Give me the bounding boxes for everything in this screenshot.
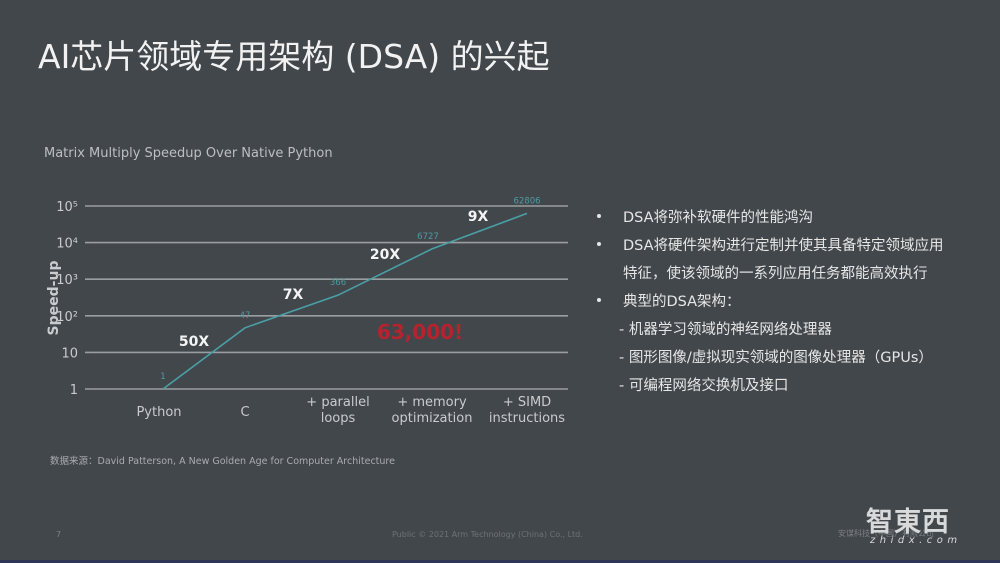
copyright: Public © 2021 Arm Technology (China) Co.… xyxy=(392,530,583,539)
bullet-dot-icon xyxy=(597,214,601,218)
data-label: 62806 xyxy=(513,196,540,206)
watermark-main: 智東西 xyxy=(866,507,950,538)
bullet-text: - 图形图像/虚拟现实领域的图像处理器（GPUs） xyxy=(619,350,933,366)
x-category-label: loops xyxy=(321,411,356,426)
bullet-item: DSA将硬件架构进行定制并使其具备特定领域应用 xyxy=(597,234,944,255)
watermark-sub: zhidx.com xyxy=(870,535,962,546)
step-annotation: 9X xyxy=(468,209,489,225)
y-tick-label: 10 xyxy=(61,346,78,361)
sub-bullet-item: - 机器学习领域的神经网络处理器 xyxy=(597,318,832,339)
step-annotation: 50X xyxy=(179,334,209,350)
sub-bullet-item: - 图形图像/虚拟现实领域的图像处理器（GPUs） xyxy=(597,346,933,367)
data-labels: 1 47 366 6727 62806 xyxy=(160,196,540,382)
x-category-label: Python xyxy=(136,405,181,420)
x-category-label: optimization xyxy=(392,411,473,426)
data-label: 366 xyxy=(330,278,346,288)
bottom-bar xyxy=(0,560,1000,563)
y-axis-ticks: 1 10 10² 10³ 10⁴ 10⁵ xyxy=(56,200,78,398)
bullet-text: 特征，使该领域的一系列应用任务都能高效执行 xyxy=(623,266,928,282)
bullet-text: DSA将硬件架构进行定制并使其具备特定领域应用 xyxy=(623,238,944,254)
y-tick-label: 1 xyxy=(70,383,78,398)
x-category-label: + memory xyxy=(397,395,467,410)
data-label: 1 xyxy=(160,372,165,382)
data-source: 数据来源：David Patterson, A New Golden Age f… xyxy=(50,456,395,467)
highlight-63000: 63,000! xyxy=(377,320,463,344)
chart-title: Matrix Multiply Speedup Over Native Pyth… xyxy=(44,146,333,161)
sub-bullet-item: - 可编程网络交换机及接口 xyxy=(597,374,788,395)
bullet-dot-icon xyxy=(597,242,601,246)
x-category-label: + parallel xyxy=(306,395,369,410)
speedup-line xyxy=(162,212,528,390)
y-axis-label: Speed-up xyxy=(46,261,62,336)
y-tick-label: 10³ xyxy=(56,273,78,288)
bullet-item: 典型的DSA架构： xyxy=(597,290,741,311)
footer-company: 安谋科技（中国）有限公司 xyxy=(838,529,934,538)
data-label: 6727 xyxy=(417,232,439,242)
bullet-text: 典型的DSA架构： xyxy=(623,294,741,310)
gridlines xyxy=(85,205,568,390)
x-category-label: C xyxy=(240,405,249,420)
speedup-chart: 1 10 10² 10³ 10⁴ 10⁵ Speed-up 1 47 366 6727 62806… xyxy=(46,196,568,426)
bullet-text: DSA将弥补软硬件的性能鸿沟 xyxy=(623,210,814,226)
step-annotations: 50X 7X 20X 9X xyxy=(179,209,489,350)
x-category-label: instructions xyxy=(489,411,565,426)
step-annotation: 7X xyxy=(283,287,304,303)
watermark-logo: 智東西 zhidx.com xyxy=(866,500,962,546)
bullet-dot-icon xyxy=(597,298,601,302)
bullet-text: - 可编程网络交换机及接口 xyxy=(619,378,789,394)
step-annotation: 20X xyxy=(370,247,400,263)
page-number: 7 xyxy=(56,530,62,539)
data-label: 47 xyxy=(240,311,251,321)
x-category-label: + SIMD xyxy=(503,395,551,410)
slide-title: AI芯片领域专用架构 (DSA) 的兴起 xyxy=(38,37,550,76)
y-tick-label: 10⁴ xyxy=(56,237,78,252)
bullet-item: DSA将弥补软硬件的性能鸿沟 xyxy=(597,206,813,227)
bullet-text: - 机器学习领域的神经网络处理器 xyxy=(619,322,832,338)
bullet-item: 特征，使该领域的一系列应用任务都能高效执行 xyxy=(597,262,928,283)
y-tick-label: 10² xyxy=(56,310,78,325)
y-tick-label: 10⁵ xyxy=(56,200,78,215)
